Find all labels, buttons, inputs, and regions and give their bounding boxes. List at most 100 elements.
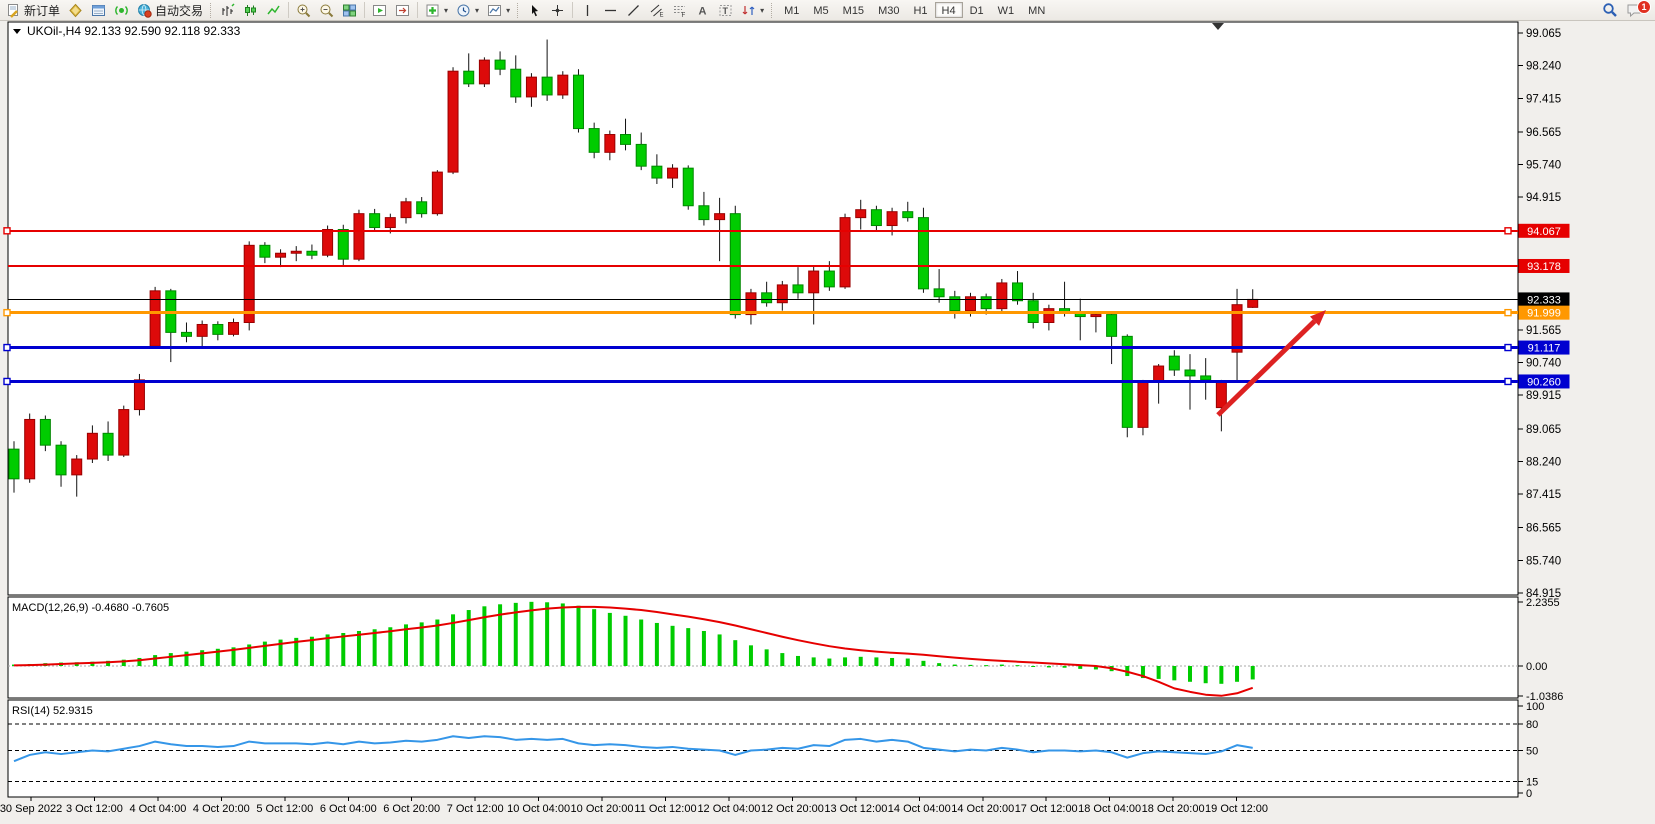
templates-button[interactable]: ▾ [483, 1, 514, 20]
toolbar-grip [517, 2, 520, 18]
candle-body [243, 244, 255, 323]
macd-histogram-bar [1078, 666, 1083, 669]
line-handle[interactable] [3, 377, 11, 386]
zoom-in-button[interactable] [292, 1, 315, 20]
time-tick-label: 14 Oct 20:00 [951, 803, 1014, 815]
candle-body [463, 70, 475, 85]
cursor-tool-button[interactable] [523, 1, 546, 20]
chart-shift-marker-icon[interactable] [1212, 23, 1224, 30]
macd-histogram-bar [247, 644, 252, 666]
text-label-tool-button[interactable]: T [714, 1, 737, 20]
auto-scroll-button[interactable] [368, 1, 391, 20]
macd-histogram-bar [811, 657, 816, 666]
line-handle[interactable] [3, 308, 11, 317]
hline-94.067[interactable]: 94.067 [3, 223, 1570, 238]
candle-body [1231, 304, 1243, 353]
macd-histogram-bar [686, 628, 691, 666]
equidistant-channel-tool-button[interactable]: E [645, 1, 668, 20]
candle-body [525, 76, 537, 98]
new-order-button[interactable]: 新订单 [2, 1, 64, 20]
macd-histogram-bar [1156, 666, 1161, 679]
candle-body [416, 201, 428, 215]
chat-button[interactable]: 1 [1622, 0, 1651, 20]
time-tick-label: 12 Oct 20:00 [761, 803, 824, 815]
candle-body [259, 244, 271, 258]
candle-body [902, 211, 914, 219]
price-badge [1518, 258, 1570, 273]
crosshair-tool-button[interactable] [546, 1, 569, 20]
add-indicator-icon [426, 4, 439, 16]
price-tick-label: 98.240 [1526, 61, 1561, 73]
tf-m30-button[interactable]: M30 [871, 2, 906, 18]
line-handle[interactable] [3, 343, 11, 352]
arrows-tool-button[interactable]: ▾ [737, 1, 768, 20]
zoom-out-button[interactable] [315, 1, 338, 20]
current-price-line[interactable]: 92.333 [8, 292, 1570, 307]
market-watch-button[interactable] [64, 1, 87, 20]
hline-93.178[interactable]: 93.178 [8, 258, 1570, 273]
line-handle[interactable] [1504, 343, 1512, 352]
candle-body [510, 68, 522, 98]
tf-d1-button[interactable]: D1 [963, 2, 991, 18]
macd-histogram-bar [905, 658, 910, 666]
add-indicator-button[interactable]: ▾ [421, 1, 452, 20]
symbol-dropdown-icon[interactable] [13, 29, 21, 34]
data-window-button[interactable] [87, 1, 110, 20]
time-tick-label: 30 Sep 2022 [0, 803, 62, 815]
arrow-annotation[interactable] [1216, 310, 1326, 417]
text-tool-button[interactable]: A [691, 1, 714, 20]
price-tick-label: 94.915 [1526, 192, 1561, 204]
price-tick-label: 91.565 [1526, 325, 1561, 337]
line-chart-button[interactable] [262, 1, 285, 20]
bar-chart-button[interactable] [216, 1, 239, 20]
chart-shift-button[interactable] [391, 1, 414, 20]
main-price-panel[interactable] [7, 21, 1519, 596]
macd-histogram-bar [341, 632, 346, 666]
horizontal-line-icon [605, 9, 617, 11]
candle-body [1184, 369, 1196, 377]
fibonacci-tool-button[interactable]: F [668, 1, 691, 20]
toolbar-separator [288, 2, 290, 18]
line-handle[interactable] [1504, 377, 1512, 386]
time-tick-label: 19 Oct 12:00 [1205, 803, 1268, 815]
macd-histogram-bar [670, 625, 675, 666]
macd-histogram-bar [1219, 666, 1224, 684]
tf-h1-button[interactable]: H1 [906, 2, 934, 18]
line-handle[interactable] [1504, 227, 1512, 235]
price-axis[interactable]: 99.065 98.240 97.415 96.565 95.740 94.915 91.5… [1518, 28, 1561, 600]
price-badge [1518, 223, 1570, 238]
tf-m1-button[interactable]: M1 [777, 2, 806, 18]
horizontal-line-tool-button[interactable] [599, 1, 622, 20]
time-tick-label: 4 Oct 04:00 [129, 803, 186, 815]
hline-91.999[interactable]: 91.999 [3, 305, 1570, 320]
chart-window[interactable]: 99.065 98.240 97.415 96.565 95.740 94.915 91.5… [0, 21, 1655, 824]
candlestick-chart-button[interactable] [239, 1, 262, 20]
macd-histogram-bar [529, 601, 534, 666]
line-handle[interactable] [1504, 308, 1512, 317]
autotrade-button[interactable]: 自动交易 [133, 1, 207, 20]
tile-windows-button[interactable] [338, 1, 361, 20]
hline-90.260[interactable]: 90.260 [3, 374, 1570, 389]
tf-mn-button[interactable]: MN [1021, 2, 1052, 18]
navigator-button[interactable] [110, 1, 133, 20]
macd-histogram-bar [827, 658, 832, 666]
rsi-panel[interactable] [7, 699, 1519, 798]
price-chart-svg[interactable]: 99.065 98.240 97.415 96.565 95.740 94.915 91.5… [0, 21, 1655, 819]
trendline-tool-button[interactable] [622, 1, 645, 20]
zoom-in-icon [297, 4, 311, 17]
tf-h4-button[interactable]: H4 [934, 2, 963, 18]
time-axis[interactable]: 30 Sep 2022 3 Oct 12:00 4 Oct 04:00 4 Oct 2… [0, 797, 1268, 815]
candle-body [228, 321, 240, 335]
tf-m5-button[interactable]: M5 [806, 2, 835, 18]
hline-91.117[interactable]: 91.117 [3, 340, 1570, 355]
text-label-icon: T [719, 4, 732, 16]
tf-m15-button[interactable]: M15 [836, 2, 871, 18]
price-badge-label: 93.178 [1527, 261, 1561, 273]
line-handle[interactable] [3, 227, 11, 235]
periodicity-button[interactable]: ▾ [452, 1, 483, 20]
toolbar-grip [771, 2, 774, 18]
vertical-line-tool-button[interactable] [576, 1, 599, 20]
search-button[interactable] [1598, 1, 1622, 20]
tf-w1-button[interactable]: W1 [991, 2, 1022, 18]
